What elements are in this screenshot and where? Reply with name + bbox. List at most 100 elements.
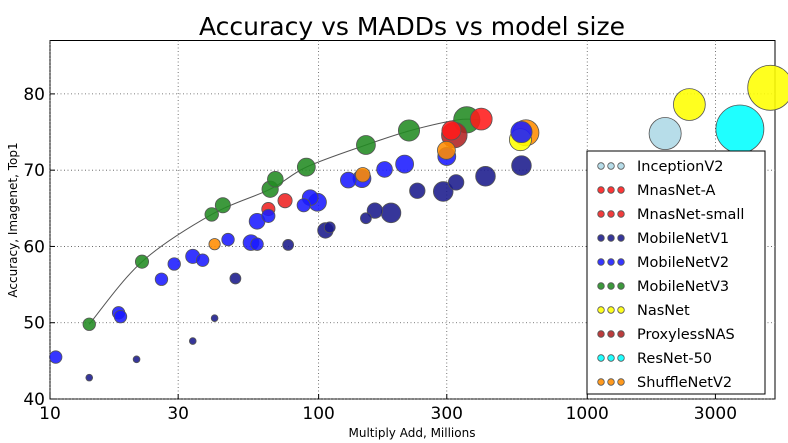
point-mobilenetv2 [49,350,63,364]
point-shufflenetv2 [355,167,371,183]
point-mobilenetv3 [296,157,316,177]
point-mobilenetv3 [267,171,284,188]
point-mobilenetv3 [204,207,219,222]
point-mobilenetv1 [323,221,336,234]
legend-marker-mobilenetv1 [597,234,605,242]
point-mobilenetv1 [447,174,465,191]
legend-marker-resnet-50 [617,354,625,362]
point-resnet-50 [715,104,765,154]
legend-label-inceptionv2: InceptionV2 [637,159,723,175]
point-mobilenetv3 [397,119,421,142]
legend-marker-inceptionv2 [617,162,625,170]
y-tick-label: 80 [23,85,45,105]
point-mobilenetv1 [366,202,384,219]
point-nasnet [673,88,706,121]
legend-marker-proxylessnas [617,330,625,338]
legend-marker-resnet-50 [597,354,605,362]
legend-marker-mnasnet-a [607,186,615,194]
legend-marker-mnasnet-a [597,186,605,194]
legend-marker-proxylessnas [597,330,605,338]
legend-marker-mnasnet-small [597,210,605,218]
legend-marker-mnasnet-a [617,186,625,194]
point-mobilenetv2 [395,154,414,174]
point-mobilenetv1 [210,314,219,322]
y-tick-label: 70 [23,161,45,181]
legend-marker-nasnet [607,306,615,314]
point-mobilenetv1 [380,202,402,224]
point-mobilenetv2 [340,171,357,189]
point-nasnet [747,64,788,111]
point-mobilenetv2 [376,161,393,178]
y-tick-label: 50 [23,314,45,334]
legend-marker-inceptionv2 [607,162,615,170]
legend-label-mnasnet-small: MnasNet-small [637,207,744,223]
point-mobilenetv2 [195,253,210,267]
legend-marker-mobilenetv2 [607,258,615,266]
y-tick-label: 40 [23,390,45,410]
legend-marker-nasnet [617,306,625,314]
point-mobilenetv2 [261,208,276,223]
legend-marker-mobilenetv1 [607,234,615,242]
legend-label-mobilenetv3: MobileNetV3 [637,279,729,295]
legend-marker-proxylessnas [607,330,615,338]
chart-title: Accuracy vs MADDs vs model size [199,12,625,41]
legend-marker-mobilenetv3 [617,282,625,290]
point-mobilenetv2 [296,198,311,213]
legend-marker-mobilenetv2 [597,258,605,266]
grid-lines [49,40,775,400]
legend-label-shufflenetv2: ShuffleNetV2 [637,375,732,391]
point-mobilenetv1 [85,373,94,382]
point-mobilenetv2 [221,232,235,247]
legend-marker-shufflenetv2 [607,378,615,386]
point-mobilenetv2 [154,272,169,286]
x-tick-label: 300 [431,404,463,424]
legend-marker-shufflenetv2 [617,378,625,386]
y-tick-label: 60 [23,237,45,257]
legend-marker-nasnet [597,306,605,314]
x-tick-label: 30 [167,404,189,424]
legend-marker-mobilenetv1 [617,234,625,242]
data-points [49,64,788,382]
point-mobilenetv3 [214,197,231,214]
point-mobilenetv1 [409,182,426,199]
point-mobilenetv1 [132,355,141,364]
legend-label-mobilenetv2: MobileNetV2 [637,255,729,271]
point-mobilenetv1 [432,181,454,202]
legend-label-proxylessnas: ProxylessNAS [637,327,735,343]
x-axis-label: Multiply Add, Millions [349,426,476,440]
point-mnasnet-a [469,107,493,131]
legend-marker-inceptionv2 [597,162,605,170]
x-tick-label: 10 [39,404,61,424]
legend-marker-shufflenetv2 [597,378,605,386]
legend-marker-resnet-50 [607,354,615,362]
point-mobilenetv2 [250,237,264,251]
legend-marker-mnasnet-small [617,210,625,218]
point-mobilenetv2 [510,121,533,144]
legend-label-nasnet: NasNet [637,303,690,319]
x-tick-label: 1000 [566,404,609,424]
axis-ticks: 10 30 100 300 1000 3000 40 50 60 70 80 [23,85,737,424]
point-mnasnet-a [441,120,462,141]
point-inceptionv2 [648,117,682,151]
point-mobilenetv1 [511,155,532,176]
legend-marker-mobilenetv2 [617,258,625,266]
point-mobilenetv1 [475,166,496,187]
point-mobilenetv1 [229,272,242,285]
x-tick-label: 3000 [694,404,737,424]
point-shufflenetv2 [208,238,221,251]
point-mobilenetv3 [356,135,376,155]
point-mobilenetv1 [360,212,372,225]
legend-marker-mobilenetv3 [607,282,615,290]
point-shufflenetv2 [437,140,456,160]
point-mobilenetv1 [282,239,295,251]
legend: InceptionV2 MnasNet-A MnasNet-small MobileN… [586,150,766,395]
point-mobilenetv2 [167,257,181,271]
point-mobilenetv3 [82,317,96,331]
legend-marker-mnasnet-small [607,210,615,218]
legend-box [586,150,766,395]
point-mnasnet-small [277,193,293,209]
legend-marker-mobilenetv3 [597,282,605,290]
point-mobilenetv3 [134,254,149,269]
legend-label-mobilenetv1: MobileNetV1 [637,231,729,247]
